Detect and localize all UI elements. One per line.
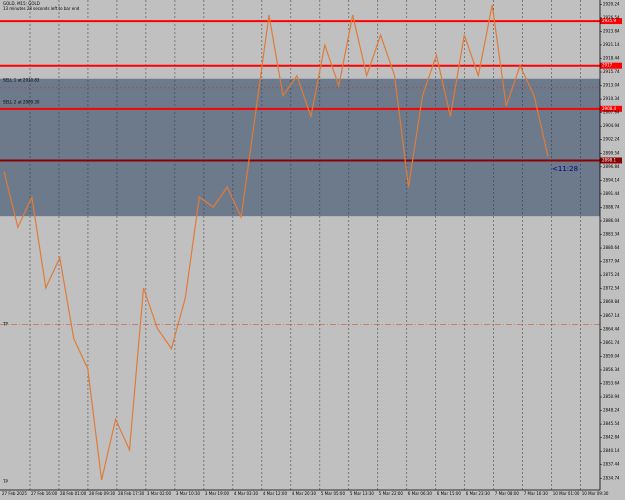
x-tick-label: 5 Mar 05:00 (321, 491, 346, 496)
x-tick-label: 7 Mar 08:00 (495, 491, 520, 496)
y-tick-label: 2915.74 (603, 69, 620, 74)
y-tick-label: 2913.04 (603, 83, 620, 88)
y-tick-label: 2910.34 (603, 96, 620, 101)
x-tick-label: 28 Feb 09:30 (89, 491, 116, 496)
chart-title: GOLD, M15: GOLD (3, 1, 40, 6)
y-tick-label: 2869.84 (603, 299, 620, 304)
annotation: SELL 1 at 2910.83 (3, 78, 40, 83)
y-tick-label: 2864.44 (603, 326, 620, 331)
y-tick-label: 2859.04 (603, 353, 620, 358)
x-tick-label: 3 Mar 10:30 (176, 491, 201, 496)
y-tick-label: 2867.14 (603, 313, 620, 318)
annotation: TP (2, 479, 8, 484)
x-tick-label: 4 Mar 12:00 (263, 491, 288, 496)
level-label-box (600, 62, 622, 69)
y-tick-label: 2875.24 (603, 272, 620, 277)
x-tick-label: 27 Feb 2025 (2, 491, 27, 496)
countdown: <11:28 (552, 165, 578, 173)
y-tick-label: 2837.44 (603, 462, 620, 467)
x-tick-label: 4 Mar 20:30 (292, 491, 317, 496)
x-tick-label: 4 Mar 03:30 (234, 491, 259, 496)
x-tick-label: 10 Mar 01:00 (553, 491, 580, 496)
level-label-box (600, 18, 622, 25)
level-label: 2898.1 (602, 157, 616, 162)
y-tick-label: 2842.84 (603, 435, 620, 440)
y-tick-label: 2845.54 (603, 421, 620, 426)
x-tick-label: 7 Mar 16:30 (524, 491, 549, 496)
y-tick-label: 2921.14 (603, 42, 620, 47)
x-tick-label: 28 Feb 17:30 (118, 491, 145, 496)
level-label: 2925.9 (602, 18, 616, 23)
y-tick-label: 2923.84 (603, 28, 620, 33)
chart-subtitle: 13 minutes 28 seconds left to bar end (3, 6, 80, 11)
y-tick-label: 2850.94 (603, 394, 620, 399)
plot-background (0, 0, 600, 490)
y-tick-label: 2899.54 (603, 150, 620, 155)
y-tick-label: 2872.54 (603, 286, 620, 291)
x-tick-label: 27 Feb 16:00 (31, 491, 58, 496)
x-tick-label: 6 Mar 15:00 (437, 491, 462, 496)
y-tick-label: 2894.14 (603, 177, 620, 182)
x-tick-label: 3 Mar 02:00 (147, 491, 172, 496)
annotation: SELL 2 at 2909.30 (3, 99, 40, 104)
y-tick-label: 2907.64 (603, 110, 620, 115)
level-label: 2917 (602, 63, 613, 68)
y-tick-label: 2883.34 (603, 232, 620, 237)
price-line (3, 4, 549, 481)
y-tick-label: 2891.44 (603, 191, 620, 196)
y-tick-label: 2856.34 (603, 367, 620, 372)
x-tick-label: 6 Mar 23:30 (466, 491, 491, 496)
level-label-box (600, 105, 622, 112)
annotation: TP (2, 321, 8, 326)
y-tick-label: 2902.24 (603, 137, 620, 142)
y-tick-label: 2929.24 (603, 1, 620, 6)
y-tick-label: 2848.24 (603, 408, 620, 413)
y-tick-label: 2896.84 (603, 164, 620, 169)
y-tick-label: 2918.44 (603, 55, 620, 60)
x-tick-label: 3 Mar 19:00 (205, 491, 230, 496)
y-tick-label: 2888.74 (603, 204, 620, 209)
y-tick-label: 2877.94 (603, 259, 620, 264)
y-tick-label: 2840.14 (603, 448, 620, 453)
y-tick-label: 2926.54 (603, 15, 620, 20)
x-tick-label: 6 Mar 06:30 (408, 491, 433, 496)
level-label-box (600, 157, 622, 164)
y-tick-label: 2880.64 (603, 245, 620, 250)
y-tick-label: 2834.74 (603, 475, 620, 480)
x-tick-label: 5 Mar 13:30 (350, 491, 375, 496)
x-tick-label: 28 Feb 01:00 (60, 491, 87, 496)
y-tick-label: 2853.64 (603, 380, 620, 385)
sell-zone (0, 78, 600, 217)
y-tick-label: 2861.74 (603, 340, 620, 345)
x-tick-label: 5 Mar 22:00 (379, 491, 404, 496)
x-tick-label: 10 Mar 09:30 (582, 491, 609, 496)
y-tick-label: 2904.94 (603, 123, 620, 128)
level-label: 2908.4 (602, 106, 616, 111)
y-tick-label: 2886.04 (603, 218, 620, 223)
